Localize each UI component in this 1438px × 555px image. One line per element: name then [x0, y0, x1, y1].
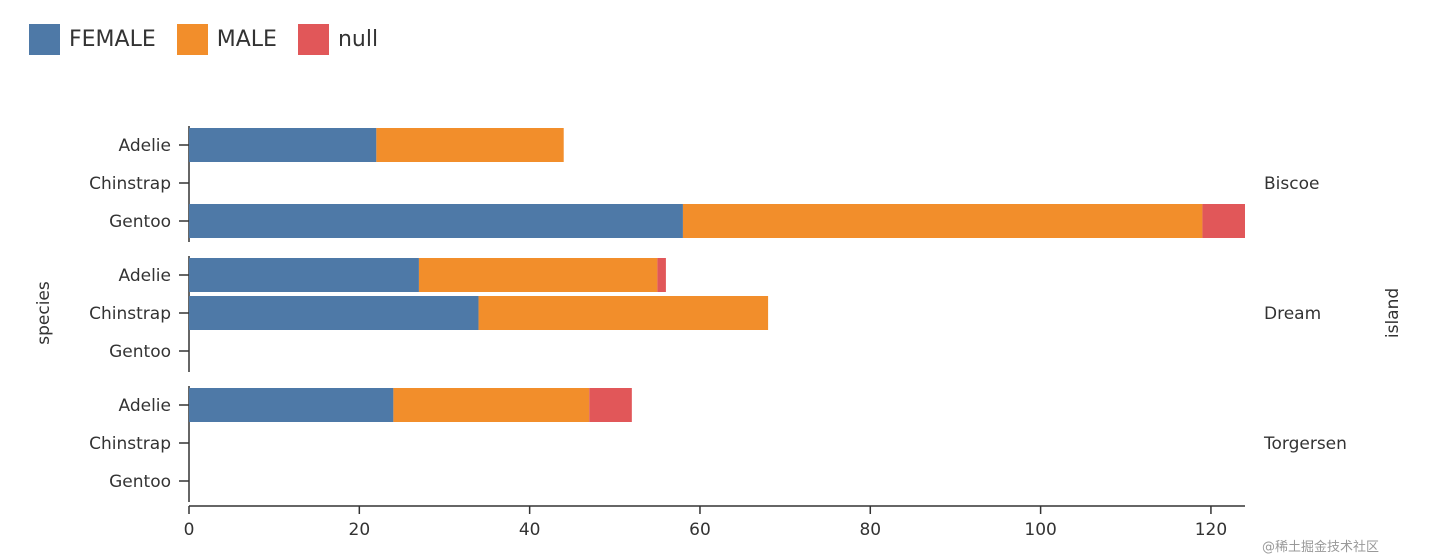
watermark: @稀土掘金技术社区 — [1262, 540, 1380, 555]
x-tick-label: 80 — [859, 520, 881, 540]
bar-torgersen-adelie-female[interactable] — [189, 388, 394, 422]
y-tick-label: Chinstrap — [89, 434, 171, 454]
legend-label-null: null — [337, 27, 379, 52]
y-tick-label: Gentoo — [109, 342, 171, 362]
legend-swatch-male — [176, 24, 208, 55]
bar-biscoe-adelie-male[interactable] — [376, 128, 564, 162]
legend-item-female[interactable]: FEMALE — [29, 24, 156, 55]
x-tick-label: 0 — [184, 520, 195, 540]
bar-biscoe-gentoo-null[interactable] — [1202, 204, 1245, 238]
x-tick-label: 40 — [519, 520, 541, 540]
bar-torgersen-adelie-male[interactable] — [393, 388, 590, 422]
facet-axis-title: island — [1383, 288, 1403, 338]
legend-item-null[interactable]: null — [297, 24, 379, 55]
x-tick-label: 100 — [1024, 520, 1056, 540]
bar-torgersen-adelie-null[interactable] — [589, 388, 632, 422]
x-tick-label: 60 — [689, 520, 711, 540]
y-tick-label: Chinstrap — [89, 174, 171, 194]
bar-biscoe-gentoo-male[interactable] — [682, 204, 1203, 238]
bar-dream-adelie-male[interactable] — [418, 258, 658, 292]
chart-legend: FEMALE MALE null — [29, 24, 399, 55]
legend-label-male: MALE — [216, 27, 277, 52]
x-tick-label: 120 — [1195, 520, 1227, 540]
y-tick-label: Chinstrap — [89, 304, 171, 324]
legend-swatch-null — [297, 24, 329, 55]
x-tick-label: 20 — [349, 520, 371, 540]
bar-dream-chinstrap-male[interactable] — [478, 296, 769, 330]
y-tick-label: Gentoo — [109, 472, 171, 492]
y-tick-label: Adelie — [119, 136, 172, 156]
legend-swatch-female — [29, 24, 60, 55]
legend-label-female: FEMALE — [69, 27, 156, 52]
facet-label-torgersen: Torgersen — [1263, 434, 1347, 454]
y-axis-title: species — [34, 281, 54, 345]
legend-item-male[interactable]: MALE — [176, 24, 277, 55]
bar-dream-adelie-null[interactable] — [657, 258, 666, 292]
facet-label-biscoe: Biscoe — [1264, 174, 1319, 194]
bar-dream-chinstrap-female[interactable] — [189, 296, 479, 330]
bar-biscoe-adelie-female[interactable] — [189, 128, 377, 162]
y-tick-label: Adelie — [119, 266, 172, 286]
bar-biscoe-gentoo-female[interactable] — [189, 204, 683, 238]
y-tick-label: Gentoo — [109, 212, 171, 232]
facet-label-dream: Dream — [1264, 304, 1321, 324]
bar-dream-adelie-female[interactable] — [189, 258, 419, 292]
y-tick-label: Adelie — [119, 396, 172, 416]
